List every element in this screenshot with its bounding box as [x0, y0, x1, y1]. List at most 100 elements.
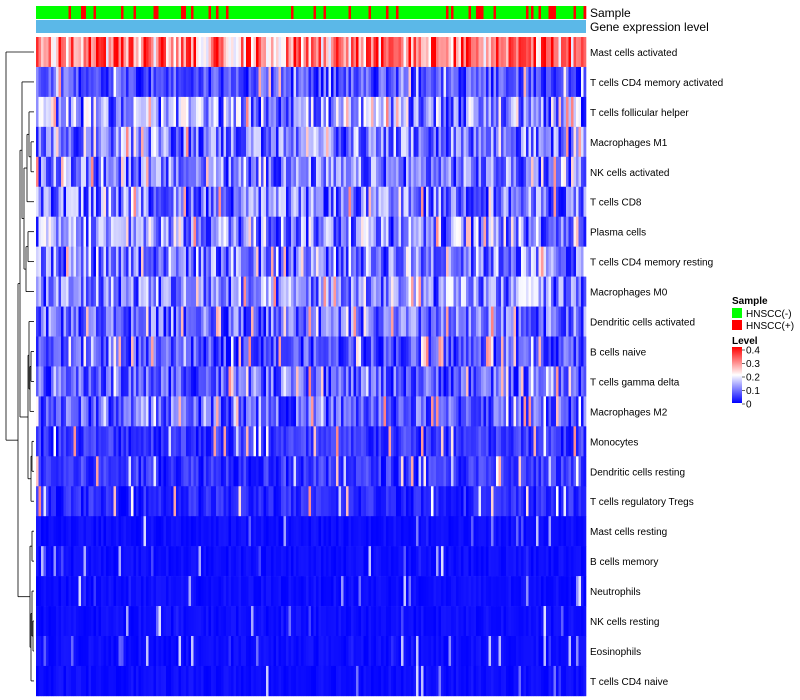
heatmap-cell [478, 516, 482, 547]
heatmap-cell [371, 66, 374, 98]
heatmap-cell [406, 37, 409, 68]
heatmap-cell [271, 606, 274, 637]
heatmap-cell [193, 306, 197, 337]
heatmap-cell [553, 426, 557, 457]
heatmap-cell [258, 126, 262, 158]
heatmap-cell [256, 126, 259, 158]
heatmap-cell [363, 456, 367, 487]
heatmap-cell [38, 306, 42, 337]
heatmap-cell [186, 486, 189, 517]
heatmap-cell [268, 516, 272, 547]
heatmap-cell [451, 576, 454, 607]
heatmap-cell [81, 576, 84, 607]
heatmap-cell [481, 126, 484, 158]
heatmap-cell [258, 426, 262, 457]
heatmap-cell [148, 306, 152, 337]
heatmap-cell [438, 126, 442, 158]
heatmap-cell [313, 37, 317, 68]
heatmap-cell [61, 246, 64, 277]
heatmap-cell [331, 336, 334, 367]
heatmap-cell [406, 665, 409, 697]
heatmap-cell [241, 336, 244, 367]
heatmap-cell [371, 96, 374, 128]
heatmap-cell [151, 96, 154, 128]
heatmap-cell [393, 37, 397, 68]
heatmap-cell [261, 336, 264, 367]
heatmap-cell [451, 546, 454, 577]
heatmap-cell [471, 276, 474, 307]
heatmap-cell [431, 456, 434, 487]
heatmap-cell [198, 96, 202, 128]
heatmap-cell [411, 336, 414, 367]
heatmap-cell [206, 426, 209, 457]
heatmap-cell [203, 366, 207, 397]
heatmap-cell [36, 486, 39, 517]
heatmap-cell [298, 216, 302, 247]
heatmap-cell [466, 366, 469, 397]
heatmap-cell [286, 246, 289, 277]
heatmap-cell [186, 636, 189, 667]
heatmap-cell [181, 516, 184, 547]
heatmap-cell [371, 576, 374, 607]
heatmap-cell [106, 516, 109, 547]
heatmap-cell [563, 366, 567, 397]
heatmap-cell [311, 37, 314, 68]
heatmap-cell [236, 366, 239, 397]
heatmap-cell [213, 246, 217, 277]
heatmap-cell [326, 96, 329, 128]
heatmap-cell [246, 576, 249, 607]
heatmap-cell [418, 366, 422, 397]
heatmap-cell [533, 426, 537, 457]
heatmap-cell [361, 366, 364, 397]
heatmap-cell [371, 276, 374, 307]
heatmap-cell [466, 246, 469, 277]
heatmap-cell [251, 186, 254, 217]
heatmap-cell [576, 216, 579, 247]
heatmap-cell [246, 66, 249, 98]
heatmap-cell [111, 96, 114, 128]
heatmap-cell [526, 636, 529, 667]
heatmap-cell [318, 576, 322, 607]
heatmap-cell [413, 396, 417, 427]
heatmap-cell [323, 186, 327, 217]
heatmap-cell [101, 366, 104, 397]
heatmap-cell [301, 636, 304, 667]
sample-annotation-cell [243, 6, 247, 19]
heatmap-cell [136, 516, 139, 547]
heatmap-cell [396, 126, 399, 158]
heatmap-cell [511, 546, 514, 577]
heatmap-cell [218, 186, 222, 217]
heatmap-cell [273, 516, 277, 547]
heatmap-cell [283, 156, 287, 188]
heatmap-cell [308, 246, 312, 277]
heatmap-cell [506, 246, 509, 277]
heatmap-cell [496, 66, 499, 98]
heatmap-cell [191, 66, 194, 98]
heatmap-cell [181, 606, 184, 637]
heatmap-cell [358, 336, 362, 367]
heatmap-cell [98, 216, 102, 247]
heatmap-cell [496, 366, 499, 397]
heatmap-cell [561, 486, 564, 517]
heatmap-cell [571, 156, 574, 188]
heatmap-cell [271, 486, 274, 517]
heatmap-cell [273, 306, 277, 337]
heatmap-cell [171, 576, 174, 607]
heatmap-cell [406, 126, 409, 158]
heatmap-cell [276, 606, 279, 637]
heatmap-cell [536, 636, 539, 667]
heatmap-cell [403, 546, 407, 577]
heatmap-cell [471, 37, 474, 68]
heatmap-cell [421, 66, 424, 98]
heatmap-cell [71, 426, 74, 457]
heatmap-cell [518, 66, 522, 98]
heatmap-cell [76, 426, 79, 457]
heatmap-cell [183, 456, 187, 487]
heatmap-cell [243, 96, 247, 128]
heatmap-cell [301, 276, 304, 307]
sample-annotation-cell [458, 6, 462, 19]
heatmap-cell [498, 37, 502, 68]
heatmap-cell [111, 126, 114, 158]
heatmap-cell [98, 96, 102, 128]
heatmap-cell [303, 306, 307, 337]
